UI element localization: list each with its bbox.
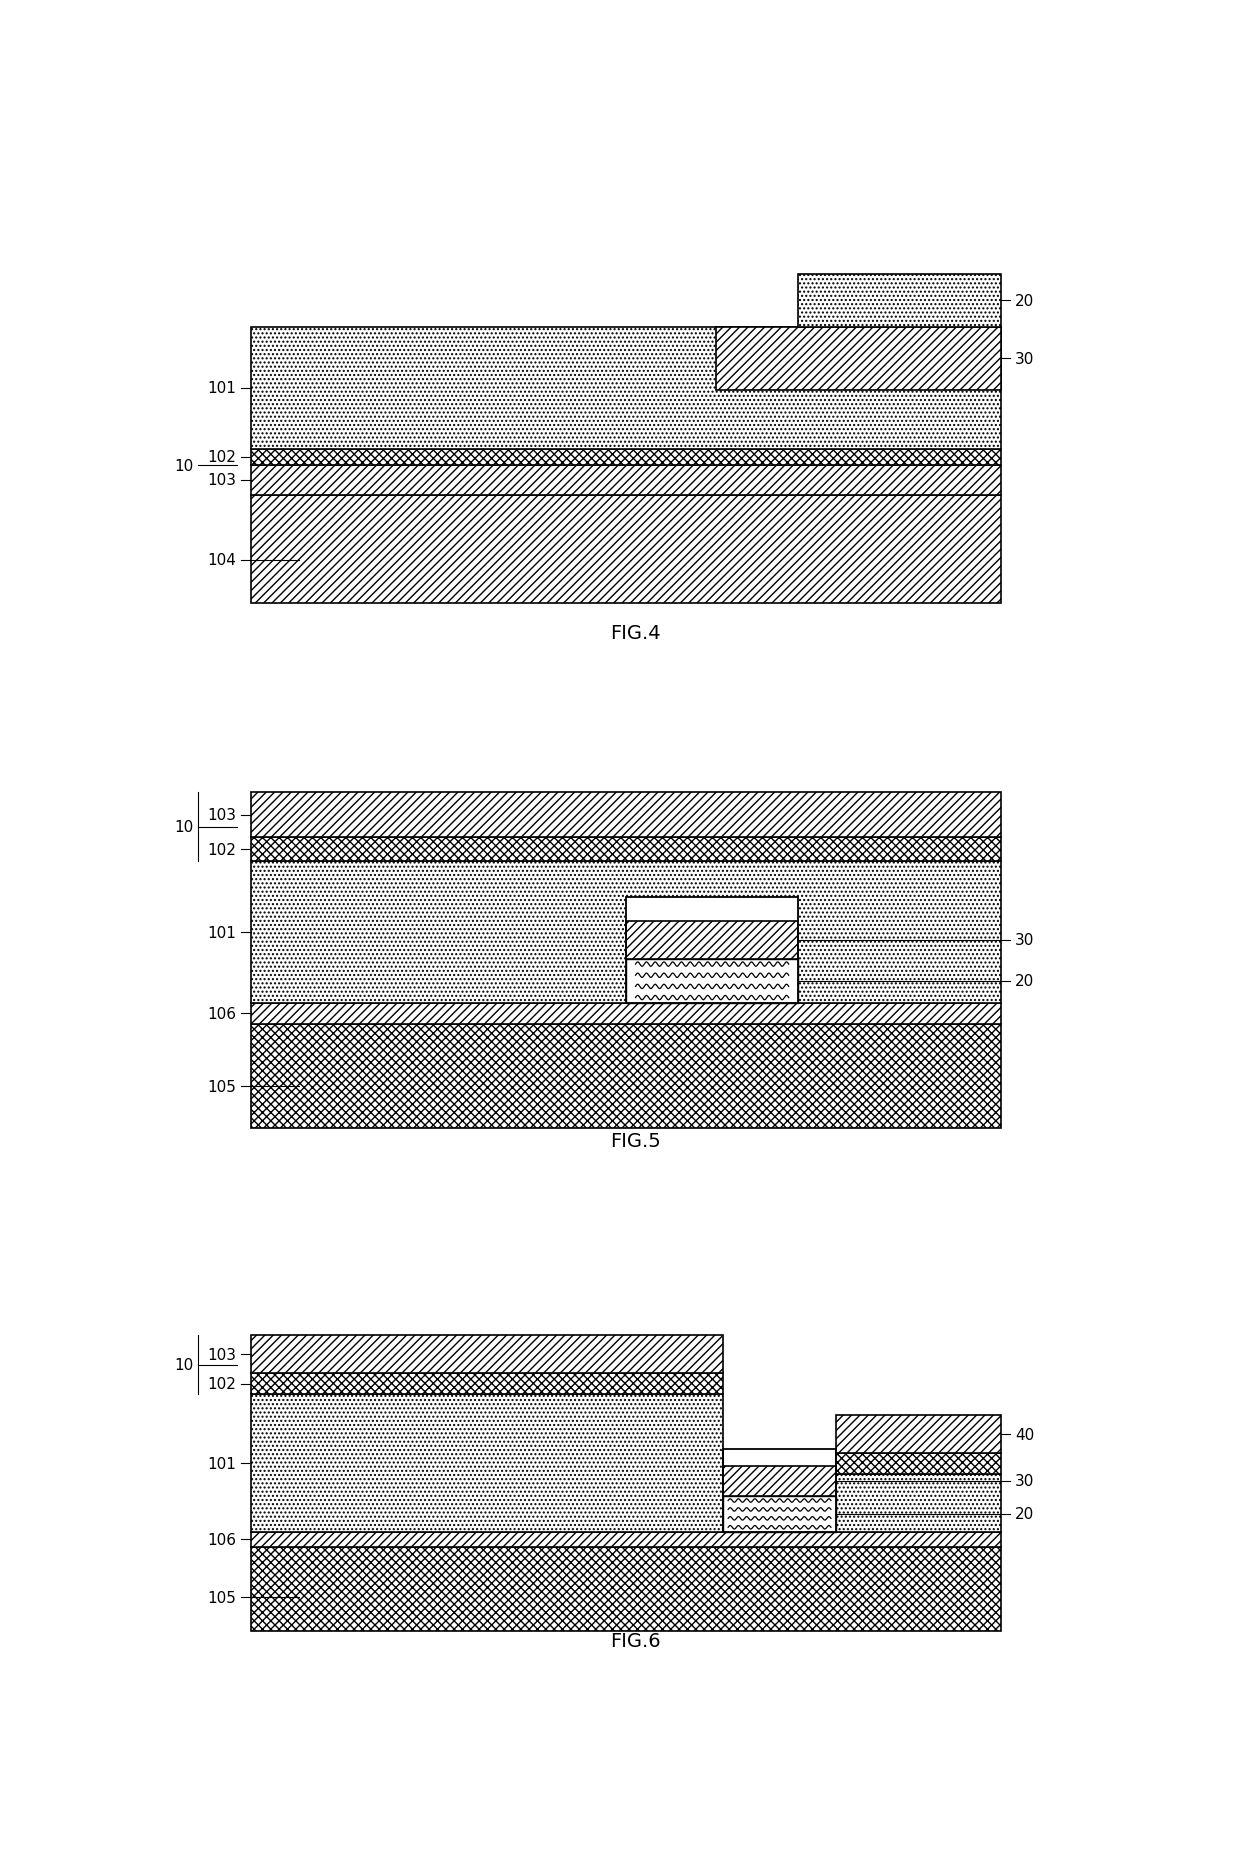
Bar [250,1335,723,1374]
Bar [250,1395,723,1532]
Bar [250,1003,1001,1023]
Bar [250,838,1001,862]
Text: 101: 101 [208,381,237,396]
Text: 106: 106 [207,1532,237,1547]
Bar [836,1474,1001,1532]
Text: 10: 10 [174,1357,193,1372]
Bar [723,1465,836,1497]
Text: 30: 30 [1016,1474,1034,1489]
Text: FIG.5: FIG.5 [610,1131,661,1149]
Bar [799,275,1001,327]
Text: 20: 20 [1016,973,1034,988]
Bar [250,1532,1001,1547]
Text: 103: 103 [207,474,237,488]
Bar [250,1547,1001,1630]
Text: 104: 104 [208,553,237,568]
Text: 103: 103 [207,808,237,823]
Bar [626,897,799,1003]
Text: 10: 10 [174,459,193,474]
Text: FIG.4: FIG.4 [610,624,661,643]
Bar [626,897,799,1003]
Bar [723,1450,836,1532]
Text: 101: 101 [208,925,237,940]
Bar [250,793,1001,838]
Text: FIG.6: FIG.6 [610,1632,661,1651]
Text: 102: 102 [208,843,237,858]
Bar [626,921,799,958]
Text: 105: 105 [208,1079,237,1094]
Text: 10: 10 [174,821,193,836]
Bar [250,1023,1001,1129]
Text: 102: 102 [208,449,237,464]
Text: 105: 105 [208,1590,237,1604]
Bar [250,449,1001,466]
Text: 102: 102 [208,1376,237,1391]
Text: 30: 30 [1016,932,1034,947]
Text: 101: 101 [208,1456,237,1471]
Bar [250,327,1001,449]
Bar [250,496,1001,604]
Bar [626,958,799,1003]
Bar [715,327,1001,390]
Bar [836,1454,1001,1474]
Text: 20: 20 [1016,293,1034,308]
Bar [250,466,1001,496]
Text: 40: 40 [1016,1426,1034,1441]
Text: 20: 20 [1016,1506,1034,1521]
Bar [250,1374,723,1395]
Bar [836,1415,1001,1454]
Bar [250,862,1001,1003]
Text: 103: 103 [207,1346,237,1363]
Text: 30: 30 [1016,351,1034,366]
Text: 106: 106 [207,1006,237,1021]
Bar [723,1497,836,1532]
